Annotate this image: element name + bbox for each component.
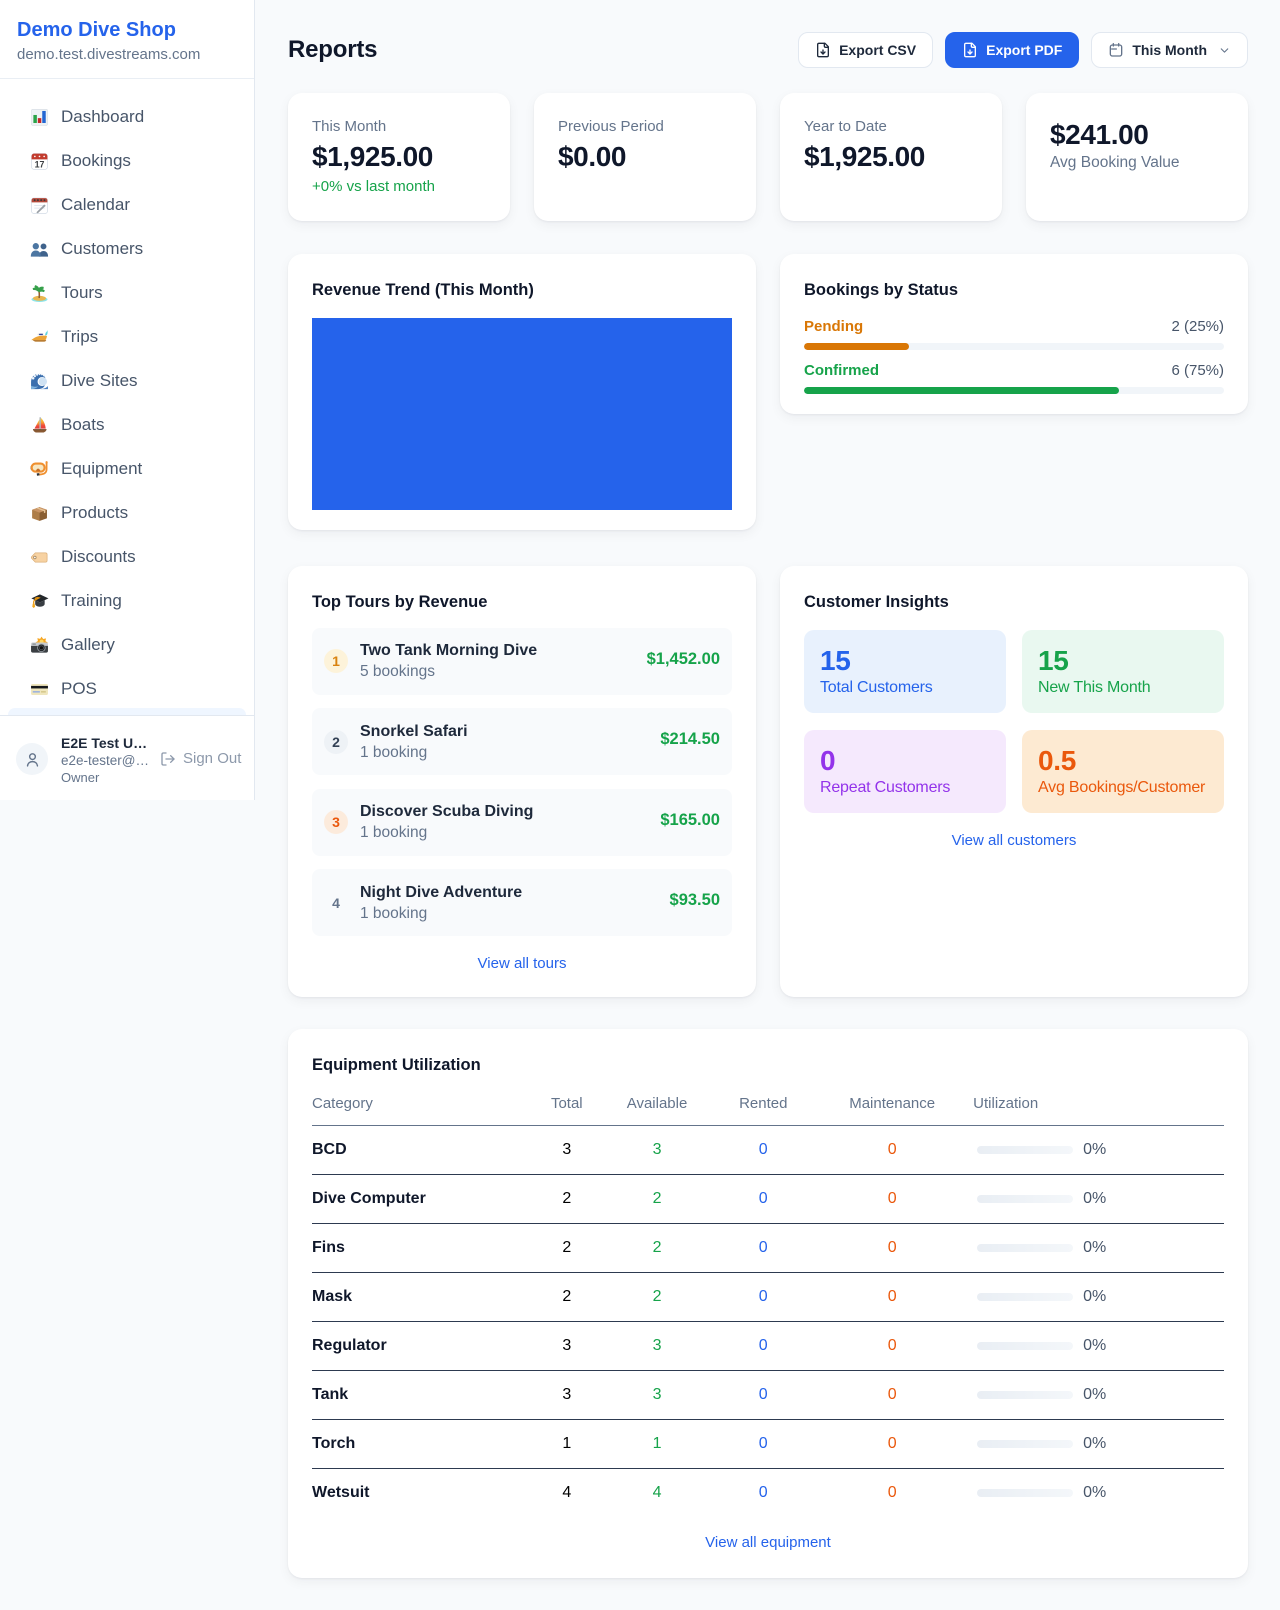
svg-text:17: 17 xyxy=(35,159,45,169)
